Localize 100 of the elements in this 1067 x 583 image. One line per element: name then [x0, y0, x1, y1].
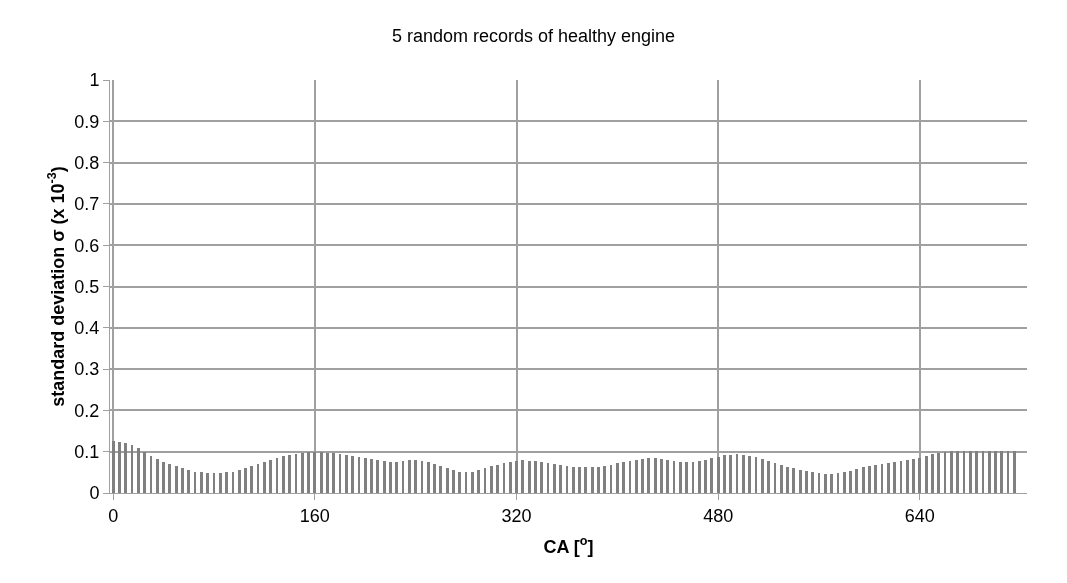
bar	[912, 459, 915, 493]
bar	[937, 453, 940, 493]
bar	[679, 462, 682, 493]
chart-title: 5 random records of healthy engine	[391, 25, 676, 46]
bar	[774, 463, 776, 493]
bar	[540, 462, 543, 493]
bar	[326, 453, 329, 493]
y-tick-label: 0.3	[74, 359, 100, 380]
bar	[276, 458, 278, 493]
bar	[503, 463, 505, 493]
bar	[900, 461, 902, 493]
bar	[572, 467, 575, 493]
bar	[717, 457, 720, 493]
bar	[1007, 451, 1009, 493]
bar	[950, 451, 953, 493]
bar	[219, 473, 222, 493]
bar	[799, 470, 802, 493]
bar	[566, 466, 568, 493]
bar	[635, 460, 638, 493]
bar	[389, 462, 392, 493]
bar	[112, 441, 115, 493]
bar	[313, 452, 316, 493]
bar	[868, 466, 871, 493]
bar	[811, 472, 814, 493]
bar	[692, 462, 694, 493]
bar	[490, 466, 493, 493]
y-tick-label: 0	[89, 483, 100, 504]
bar	[887, 463, 890, 493]
bar	[975, 451, 978, 493]
y-tick-label: 0.6	[74, 235, 100, 256]
bar	[288, 455, 291, 493]
bar	[729, 455, 732, 493]
bar	[515, 461, 518, 493]
bar	[881, 464, 883, 493]
bar	[956, 451, 959, 493]
bar	[925, 456, 928, 493]
bar	[805, 471, 808, 493]
bar	[364, 458, 367, 493]
bar	[137, 448, 140, 493]
bar	[213, 473, 215, 493]
bar	[528, 461, 531, 493]
bar	[332, 453, 335, 493]
bar	[150, 456, 152, 493]
bar	[755, 457, 757, 493]
bar	[767, 461, 770, 493]
bar	[704, 460, 707, 493]
bar	[666, 460, 669, 493]
bar	[295, 454, 297, 493]
bar	[578, 467, 581, 493]
bar	[402, 461, 404, 493]
bar	[534, 461, 537, 493]
bar	[710, 458, 713, 493]
bar	[250, 466, 253, 493]
x-tick-label: 160	[299, 505, 330, 526]
bar	[591, 467, 594, 493]
bar	[383, 461, 386, 493]
bar	[509, 462, 512, 493]
x-tick-label: 0	[108, 505, 119, 526]
bar	[698, 461, 701, 493]
bar	[301, 453, 304, 493]
bar	[156, 459, 159, 493]
bar	[471, 472, 474, 493]
bar	[654, 458, 657, 493]
bar	[395, 462, 398, 493]
bar	[616, 463, 619, 493]
bar	[225, 472, 228, 493]
bar	[339, 454, 341, 493]
bar	[194, 472, 196, 493]
y-tick-label: 0.9	[74, 111, 100, 132]
bar	[175, 466, 178, 493]
bar	[660, 459, 663, 493]
bar	[181, 468, 184, 493]
bar	[496, 465, 499, 493]
bar	[200, 472, 203, 493]
y-tick-label: 0.2	[74, 400, 100, 421]
bar	[641, 459, 644, 493]
bar	[849, 471, 852, 493]
bar	[893, 462, 896, 493]
bar	[761, 459, 764, 493]
bar	[629, 461, 631, 493]
bar	[345, 455, 348, 493]
bar	[969, 451, 972, 493]
bar	[282, 456, 285, 493]
y-tick-label: 0.7	[74, 194, 100, 215]
bar	[168, 464, 171, 493]
bar	[843, 472, 846, 493]
bar	[944, 452, 946, 493]
bar	[124, 443, 127, 493]
bar	[376, 460, 379, 493]
bar	[358, 457, 360, 493]
x-axis-title: CA [$^{o}$]	[543, 534, 594, 557]
bar	[446, 468, 449, 493]
bar	[963, 451, 965, 493]
bar	[484, 468, 486, 493]
bar	[874, 465, 877, 493]
bar	[553, 464, 556, 493]
y-tick-label: 0.4	[74, 318, 100, 339]
y-tick-label: 0.5	[74, 276, 100, 297]
bar	[143, 452, 146, 493]
bar	[162, 462, 165, 493]
